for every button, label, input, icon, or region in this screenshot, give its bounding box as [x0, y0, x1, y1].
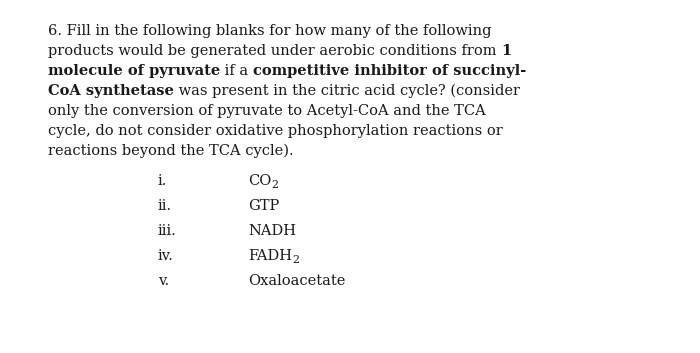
Text: ii.: ii. [158, 199, 172, 213]
Text: cycle, do not consider oxidative phosphorylation reactions or: cycle, do not consider oxidative phospho… [48, 124, 503, 138]
Text: iv.: iv. [158, 249, 174, 263]
Text: Oxaloacetate: Oxaloacetate [248, 274, 345, 288]
Text: CoA synthetase: CoA synthetase [48, 84, 174, 98]
Text: iii.: iii. [158, 224, 177, 238]
Text: products would be generated under aerobic conditions from: products would be generated under aerobi… [48, 44, 501, 58]
Text: 2: 2 [292, 255, 299, 265]
Text: 2: 2 [272, 180, 279, 190]
Text: reactions beyond the TCA cycle).: reactions beyond the TCA cycle). [48, 144, 293, 158]
Text: was present in the citric acid cycle? (consider: was present in the citric acid cycle? (c… [174, 84, 520, 98]
Text: if a: if a [220, 64, 253, 78]
Text: 6. Fill in the following blanks for how many of the following: 6. Fill in the following blanks for how … [48, 24, 491, 38]
Text: FADH: FADH [248, 249, 292, 263]
Text: GTP: GTP [248, 199, 279, 213]
Text: i.: i. [158, 174, 167, 188]
Text: competitive inhibitor of succinyl-: competitive inhibitor of succinyl- [253, 64, 526, 78]
Text: CO: CO [248, 174, 272, 188]
Text: molecule of pyruvate: molecule of pyruvate [48, 64, 220, 78]
Text: NADH: NADH [248, 224, 296, 238]
Text: v.: v. [158, 274, 169, 288]
Text: only the conversion of pyruvate to Acetyl-CoA and the TCA: only the conversion of pyruvate to Acety… [48, 104, 486, 118]
Text: 1: 1 [501, 44, 512, 58]
